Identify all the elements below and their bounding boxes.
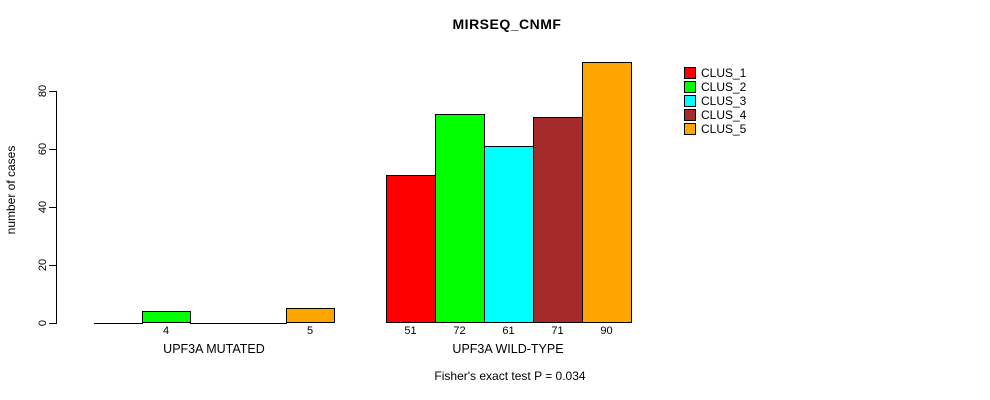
x-group-label-wild-type: UPF3A WILD-TYPE [452, 342, 564, 356]
bar-clus_4 [533, 117, 583, 323]
y-axis-tick-label: 80 [37, 84, 49, 98]
y-axis-tick [49, 91, 56, 92]
bar-value-label: 5 [306, 325, 314, 337]
y-axis-tick [49, 207, 56, 208]
y-axis [56, 91, 57, 324]
bar-value-label: 71 [551, 325, 564, 337]
legend-label-clus_2: CLUS_2 [701, 80, 747, 94]
y-axis-tick [49, 265, 56, 266]
bar-value-label: 61 [502, 325, 515, 337]
y-axis-tick-label: 40 [37, 200, 49, 214]
legend-swatch-clus_5 [684, 123, 696, 135]
legend-label-clus_3: CLUS_3 [701, 94, 747, 108]
legend-swatch-clus_3 [684, 95, 696, 107]
bar-clus_3 [484, 146, 534, 323]
legend-swatch-clus_4 [684, 109, 696, 121]
bar-value-label: 51 [404, 325, 417, 337]
y-axis-tick-label: 60 [37, 142, 49, 156]
bar-value-label: 4 [162, 325, 170, 337]
y-axis-tick [49, 323, 56, 324]
bar-clus_2 [435, 114, 485, 323]
bar-clus_5 [286, 308, 335, 323]
bar-clus_5 [582, 62, 632, 323]
x-group-label-mutated: UPF3A MUTATED [163, 342, 265, 356]
legend-label-clus_1: CLUS_1 [701, 66, 747, 80]
y-axis-tick-label: 20 [37, 258, 49, 272]
legend-label-clus_4: CLUS_4 [701, 108, 747, 122]
legend-label-clus_5: CLUS_5 [701, 122, 747, 136]
zero-height-bar [190, 323, 239, 324]
zero-height-bar [238, 323, 287, 324]
legend-swatch-clus_1 [684, 67, 696, 79]
y-axis-tick [49, 149, 56, 150]
bar-clus_1 [386, 175, 436, 323]
chart-title: MIRSEQ_CNMF [452, 16, 562, 32]
bar-value-label: 72 [453, 325, 466, 337]
zero-height-bar [94, 323, 143, 324]
fisher-test-annotation: Fisher's exact test P = 0.034 [434, 369, 586, 383]
y-axis-label: number of cases [4, 145, 18, 235]
bar-clus_2 [142, 311, 191, 323]
legend-swatch-clus_2 [684, 81, 696, 93]
bar-value-label: 90 [600, 325, 613, 337]
y-axis-tick-label: 0 [37, 319, 49, 327]
